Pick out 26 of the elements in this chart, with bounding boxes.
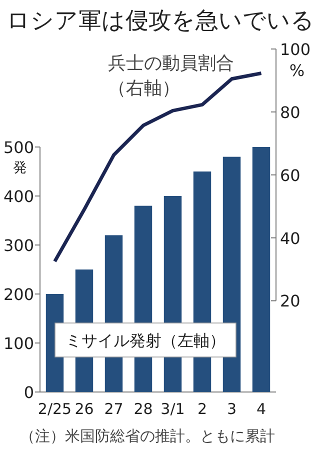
chart-title: ロシア軍は侵攻を急いでいる: [6, 8, 314, 34]
text: （注）米国防総省の推計。ともに累計: [20, 427, 275, 445]
x-tick-label: 3/1: [160, 400, 185, 418]
x-tick-label: 2: [197, 400, 208, 418]
x-tick-label: 2/25: [38, 400, 72, 418]
y2-tick-label: 80: [280, 102, 300, 122]
y-tick-label: 0: [24, 383, 34, 402]
y-tick-label: 200: [3, 285, 34, 304]
y2-axis-title: %: [289, 61, 305, 80]
y2-tick-label: 60: [280, 166, 300, 185]
x-tick-label: 4: [256, 400, 266, 418]
series-label: ミサイル発射（左軸）: [66, 331, 226, 350]
y-axis-title: 発: [13, 160, 27, 176]
x-tick-label: 3: [226, 400, 237, 418]
y-tick-label: 400: [3, 187, 34, 206]
y-tick-label: 300: [3, 236, 34, 255]
series-label: 兵士の動員割合（右軸）: [108, 53, 234, 99]
y-tick-label: 500: [3, 138, 34, 157]
x-tick-label: 26: [74, 400, 94, 418]
x-tick-label: 28: [134, 400, 153, 418]
y2-tick-label: 20: [280, 292, 300, 311]
y2-tick-label: 100: [280, 40, 311, 59]
x-tick-label: 27: [104, 400, 124, 418]
y-tick-label: 100: [3, 334, 34, 353]
bar: [252, 147, 270, 392]
y2-tick-label: 40: [280, 228, 300, 248]
